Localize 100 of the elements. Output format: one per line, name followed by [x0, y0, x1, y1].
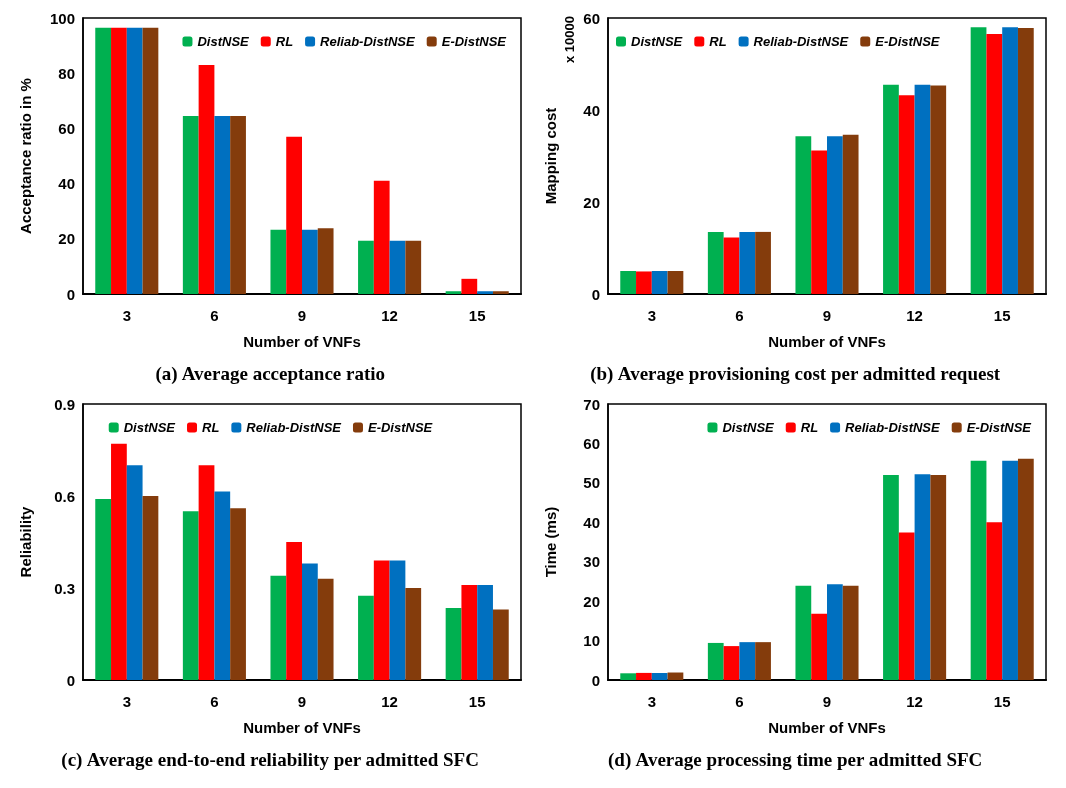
- legend-label: DistNSE: [123, 420, 176, 435]
- y-tick-label: 0: [591, 671, 600, 689]
- bar: [270, 575, 287, 680]
- bar: [95, 499, 112, 680]
- y-tick-label: 60: [583, 9, 600, 27]
- bar: [811, 613, 827, 680]
- bar: [636, 672, 652, 680]
- bar: [898, 95, 915, 294]
- bar: [492, 609, 509, 680]
- bar: [883, 84, 899, 294]
- bar: [445, 607, 462, 680]
- bar: [126, 27, 143, 294]
- bar: [930, 474, 947, 680]
- x-tick-label: 9: [822, 693, 832, 710]
- bar: [461, 278, 478, 294]
- bar: [898, 532, 915, 680]
- bar: [914, 84, 931, 294]
- bar: [723, 646, 740, 680]
- bar: [317, 228, 334, 294]
- bar: [827, 584, 843, 680]
- y-tick-label: 0: [66, 671, 75, 689]
- bar: [1002, 27, 1018, 294]
- y-tick-label: 100: [49, 9, 75, 27]
- text: x 10000: [562, 15, 577, 63]
- x-tick-label: 3: [122, 693, 131, 710]
- y-tick-label: 0.9: [54, 395, 75, 413]
- x-axis-title: Number of VNFs: [243, 719, 361, 736]
- bar: [182, 115, 199, 294]
- y-tick-label: 40: [583, 513, 600, 531]
- bar: [461, 584, 478, 680]
- bar: [182, 511, 199, 680]
- bar: [302, 563, 318, 680]
- y-tick-label: 60: [583, 434, 600, 452]
- y-tick-label: 70: [583, 395, 600, 413]
- legend-label: RL: [202, 420, 220, 435]
- y-tick-label: 0: [591, 285, 600, 303]
- x-tick-label: 3: [647, 693, 656, 710]
- bar: [317, 578, 334, 680]
- y-tick-label: 10: [583, 632, 600, 650]
- y-tick-label: 20: [583, 592, 600, 610]
- bar: [286, 542, 302, 680]
- legend-label: DistNSE: [631, 34, 683, 49]
- y-tick-label: 20: [583, 193, 600, 211]
- text: (b) Average provisioning cost per admitted request: [590, 363, 1001, 385]
- bar: [620, 673, 637, 680]
- x-tick-label: 9: [822, 307, 832, 324]
- bar: [445, 291, 462, 294]
- bar: [270, 229, 287, 294]
- bar: [302, 229, 318, 294]
- bar: [883, 474, 899, 680]
- bar: [707, 231, 724, 294]
- x-tick-label: 6: [210, 307, 219, 324]
- bar: [970, 460, 987, 680]
- legend-label: DistNSE: [197, 34, 250, 49]
- bar: [373, 180, 390, 294]
- y-tick-label: 40: [58, 175, 75, 193]
- x-tick-label: 3: [647, 307, 656, 324]
- legend-label: Reliab-DistNSE: [320, 34, 416, 49]
- x-tick-label: 12: [906, 307, 923, 324]
- y-tick-label: 50: [583, 474, 600, 492]
- bar: [477, 291, 493, 294]
- bar: [986, 522, 1003, 680]
- bar: [214, 491, 231, 680]
- bar: [970, 27, 987, 294]
- bar: [286, 136, 302, 294]
- x-tick-label: 15: [993, 307, 1011, 324]
- legend-label: RL: [275, 34, 294, 49]
- legend-label: Reliab-DistNSE: [753, 34, 849, 49]
- y-axis-title: Acceptance ratio in %: [17, 78, 34, 234]
- bar: [930, 85, 947, 294]
- legend-label: DistNSE: [722, 420, 775, 435]
- text: (c) Average end-to-end reliability per admitted SFC: [61, 749, 479, 771]
- x-axis-title: Number of VNFs: [768, 333, 886, 350]
- bar: [739, 642, 756, 680]
- bar: [795, 136, 812, 294]
- legend-label: E-DistNSE: [367, 420, 433, 435]
- bar: [111, 443, 127, 680]
- bar: [95, 27, 112, 294]
- text: (a) Average acceptance ratio: [155, 363, 386, 385]
- x-tick-label: 15: [468, 307, 486, 324]
- legend-label: Reliab-DistNSE: [845, 420, 941, 435]
- bar: [739, 231, 756, 294]
- bar: [126, 465, 143, 680]
- text: (d) Average processing time per admitted SFC: [607, 749, 983, 771]
- bar: [230, 508, 246, 680]
- bar: [477, 584, 493, 680]
- legend-label: E-DistNSE: [966, 420, 1032, 435]
- y-tick-label: 30: [583, 553, 600, 571]
- bar: [755, 642, 771, 680]
- bar: [198, 64, 215, 294]
- x-tick-label: 12: [381, 693, 398, 710]
- bar: [405, 240, 422, 294]
- bar: [986, 34, 1003, 294]
- bar: [707, 642, 724, 680]
- bar: [795, 585, 812, 680]
- bar: [142, 27, 159, 294]
- bar: [373, 560, 390, 680]
- bar: [230, 115, 246, 294]
- bar: [492, 291, 509, 294]
- x-tick-label: 6: [735, 693, 744, 710]
